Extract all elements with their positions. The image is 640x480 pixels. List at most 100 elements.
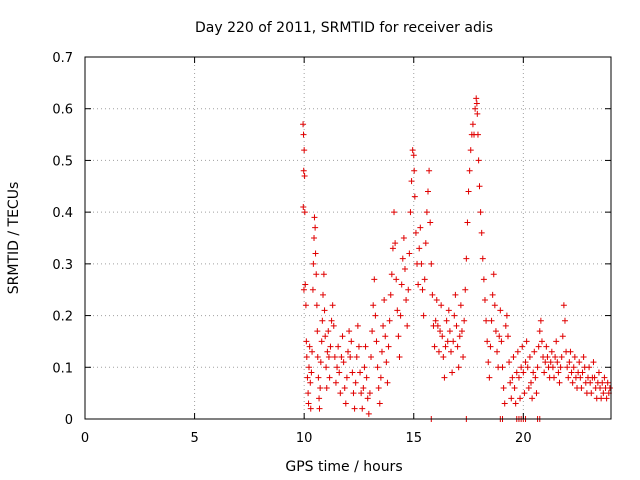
data-point [429, 291, 436, 298]
data-point [354, 322, 361, 329]
data-point [531, 348, 538, 355]
data-point [391, 209, 398, 216]
data-point [580, 353, 587, 360]
data-point [317, 359, 324, 366]
data-point [600, 390, 607, 397]
data-point [316, 395, 323, 402]
grid [85, 57, 611, 419]
data-point [445, 307, 452, 314]
y-tick-label: 0.5 [52, 154, 73, 169]
data-point [491, 302, 498, 309]
data-point [324, 348, 331, 355]
data-point [366, 390, 373, 397]
y-tick-label: 0 [65, 413, 73, 428]
data-point [464, 219, 471, 226]
data-point [486, 374, 493, 381]
data-point [591, 374, 598, 381]
data-point [548, 348, 555, 355]
data-point [441, 374, 448, 381]
data-point [522, 359, 529, 366]
data-point [544, 353, 551, 360]
data-point [454, 343, 461, 350]
data-point [316, 405, 323, 412]
data-point [503, 312, 510, 319]
data-point [382, 333, 389, 340]
data-point [438, 302, 445, 309]
data-point [498, 338, 505, 345]
data-point [323, 364, 330, 371]
data-point [303, 338, 310, 345]
data-point [300, 286, 307, 293]
data-point [301, 209, 308, 216]
data-point [576, 359, 583, 366]
data-point [474, 110, 481, 117]
data-point [603, 395, 610, 402]
data-point [407, 209, 414, 216]
data-point [306, 343, 313, 350]
data-point [375, 384, 382, 391]
data-point [538, 338, 545, 345]
y-tick-label: 0.4 [52, 206, 73, 221]
data-point [483, 317, 490, 324]
data-point [601, 374, 608, 381]
data-point [555, 369, 562, 376]
y-axis-label: SRMTID / TECUs [6, 182, 22, 295]
data-point [557, 364, 564, 371]
data-point [301, 147, 308, 154]
data-point [487, 343, 494, 350]
data-point [300, 167, 307, 174]
data-point [558, 353, 565, 360]
data-point [500, 384, 507, 391]
data-point [511, 384, 518, 391]
data-point [481, 297, 488, 304]
data-point [542, 359, 549, 366]
data-point [343, 374, 350, 381]
data-point [336, 369, 343, 376]
x-tick-label: 5 [190, 431, 198, 446]
data-point [504, 333, 511, 340]
data-point [528, 379, 535, 386]
data-point [588, 390, 595, 397]
data-point [535, 343, 542, 350]
data-point [302, 281, 309, 288]
data-point [383, 359, 390, 366]
data-point [380, 322, 387, 329]
data-point [302, 302, 309, 309]
data-point [590, 359, 597, 366]
data-point [400, 235, 407, 241]
data-point [517, 395, 524, 402]
data-point [369, 328, 376, 335]
data-point [458, 328, 465, 335]
data-point [312, 224, 319, 231]
data-point [422, 240, 429, 247]
data-point [443, 317, 450, 324]
data-point [346, 328, 353, 335]
data-point [554, 359, 561, 366]
data-point [321, 307, 328, 314]
data-point [553, 338, 560, 345]
data-point [355, 343, 362, 350]
data-point [364, 395, 371, 402]
data-point [509, 374, 516, 381]
data-point [329, 302, 336, 309]
data-point [551, 374, 558, 381]
data-point [566, 359, 573, 366]
data-point [456, 333, 463, 340]
data-point [506, 359, 513, 366]
data-point [424, 188, 431, 195]
x-tick-label: 15 [405, 431, 422, 446]
data-point [340, 359, 347, 366]
data-point [569, 379, 576, 386]
data-point [312, 250, 319, 257]
data-point [568, 369, 575, 376]
data-point [541, 369, 548, 376]
data-point [604, 379, 611, 386]
data-point [461, 317, 468, 324]
data-point [474, 131, 481, 138]
data-point [325, 353, 332, 360]
data-point [484, 338, 491, 345]
data-point [439, 333, 446, 340]
data-point [315, 374, 322, 381]
data-point [556, 379, 563, 386]
